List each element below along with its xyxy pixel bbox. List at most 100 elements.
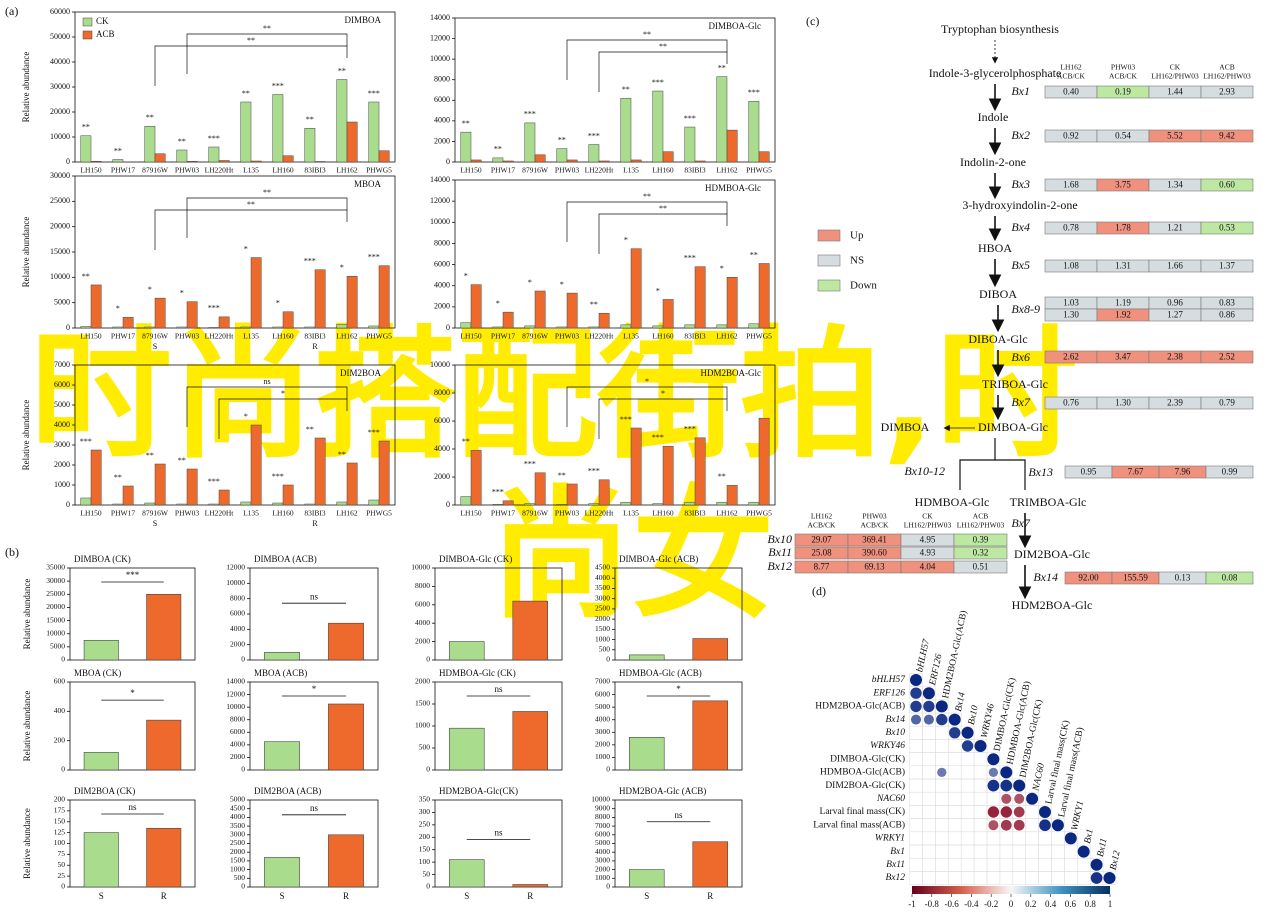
significance: ** xyxy=(494,145,502,154)
correlation-dot xyxy=(910,674,922,686)
y-tick-label: 25 xyxy=(58,871,66,880)
grid-cell xyxy=(1012,844,1026,859)
bar xyxy=(662,151,674,163)
bar xyxy=(176,503,188,506)
significance: * xyxy=(464,271,468,280)
bracket-label: ** xyxy=(247,36,255,45)
table-value: 0.39 xyxy=(973,535,989,545)
correlation-dot xyxy=(1013,819,1025,831)
y-tick-label: 20000 xyxy=(46,602,65,611)
y-tick-label: 10000 xyxy=(430,217,450,226)
y-tick-label: 0 xyxy=(241,765,245,774)
y-tick-label: 1500 xyxy=(415,699,430,708)
significance: ** xyxy=(306,115,314,124)
x-tick-label: PHWG5 xyxy=(746,509,772,518)
table-value: 0.78 xyxy=(1063,223,1079,233)
chart-title: HDMBOA-Glc xyxy=(705,183,761,193)
bar xyxy=(250,257,262,329)
correlation-dot xyxy=(937,767,947,778)
y-tick-label: 4000 xyxy=(230,624,245,633)
significance: *** xyxy=(492,488,504,497)
bar xyxy=(218,160,230,163)
table-cell xyxy=(1200,85,1254,99)
significance: *** xyxy=(126,570,140,580)
grid-cell xyxy=(973,752,988,767)
y-tick-label: 0 xyxy=(426,655,430,664)
table-cell xyxy=(953,560,1008,574)
significance: *** xyxy=(368,89,380,98)
colorbar-label: -0.8 xyxy=(925,899,940,909)
x-tick-label: LH162 xyxy=(336,509,357,518)
grid-cell xyxy=(973,831,988,846)
bar xyxy=(684,324,696,329)
chart-title: DIMBOA-Glc xyxy=(709,21,762,31)
y-tick-label: 10000 xyxy=(46,628,65,637)
x-tick-label: 83IBI3 xyxy=(304,332,325,341)
x-tick-label: L135 xyxy=(243,166,259,175)
grid-cell xyxy=(1025,857,1039,872)
significance: ** xyxy=(114,473,122,482)
diagonal-label: bHLH57 xyxy=(915,637,932,673)
significance: ** xyxy=(462,119,470,128)
plot-frame xyxy=(69,681,196,771)
bracket xyxy=(566,201,728,242)
significance: ** xyxy=(242,89,250,98)
x-tick-label: LH162 xyxy=(716,166,737,175)
significance: ** xyxy=(114,146,122,155)
y-tick-label: 3000 xyxy=(595,727,610,736)
grid-cell xyxy=(935,752,949,767)
bar xyxy=(240,326,252,329)
significance: ** xyxy=(82,272,90,281)
bracket-label: ** xyxy=(263,24,271,33)
significance: ** xyxy=(306,425,314,434)
table-value: 1.78 xyxy=(1115,223,1131,233)
significance: ** xyxy=(82,123,90,132)
significance: *** xyxy=(620,415,632,424)
grid-cell xyxy=(909,857,923,872)
y-tick-label: 14000 xyxy=(226,677,245,686)
diagonal-label: HDM2BOA-Glc(ACB) xyxy=(940,609,969,699)
group-label: S xyxy=(153,342,157,351)
grid-cell xyxy=(1077,857,1091,872)
y-tick-label: 2000 xyxy=(434,472,450,481)
bar xyxy=(758,263,770,329)
chart-title: HDM2BOA-Glc(CK) xyxy=(439,786,518,796)
colorbar-label: 0.8 xyxy=(1085,899,1097,909)
plot-frame xyxy=(614,681,743,771)
significance: ns xyxy=(674,810,683,820)
y-tick-label: 20000 xyxy=(50,221,70,230)
bar xyxy=(630,159,642,163)
diagonal-label: ERF126 xyxy=(928,653,945,687)
bar xyxy=(336,79,348,163)
correlation-dot xyxy=(910,714,922,725)
y-tick-label: 6000 xyxy=(595,689,610,698)
correlation-dot xyxy=(987,806,1000,818)
grid-cell xyxy=(960,765,975,780)
correlation-dot xyxy=(1039,806,1051,818)
significance: * xyxy=(624,236,628,245)
y-tick-label: 4000 xyxy=(434,116,450,125)
grid-cell xyxy=(960,844,975,859)
x-tick-label: 87916W xyxy=(522,332,549,341)
x-tick-label: PHW03 xyxy=(555,509,579,518)
bracket-label: ** xyxy=(247,200,255,209)
significance: ** xyxy=(338,66,346,75)
y-tick-label: 0 xyxy=(606,765,610,774)
bar xyxy=(80,497,92,506)
bar xyxy=(208,503,220,506)
grid-cell xyxy=(1038,831,1052,846)
diagonal-label: WRKY46 xyxy=(980,703,997,739)
bar xyxy=(502,311,514,329)
significance: * xyxy=(244,412,248,421)
bar xyxy=(524,503,536,506)
x-tick-label: LH160 xyxy=(652,509,673,518)
table-value: 0.32 xyxy=(973,548,989,558)
x-tick-label: PHW03 xyxy=(555,166,579,175)
table-cell xyxy=(1200,396,1254,410)
correlation-dot xyxy=(987,779,1000,792)
bar xyxy=(83,832,119,888)
diagonal-label: Bx10 xyxy=(967,704,981,725)
y-tick-label: 350 xyxy=(419,795,431,804)
correlation-dot xyxy=(1077,845,1090,858)
significance: ** xyxy=(338,450,346,459)
